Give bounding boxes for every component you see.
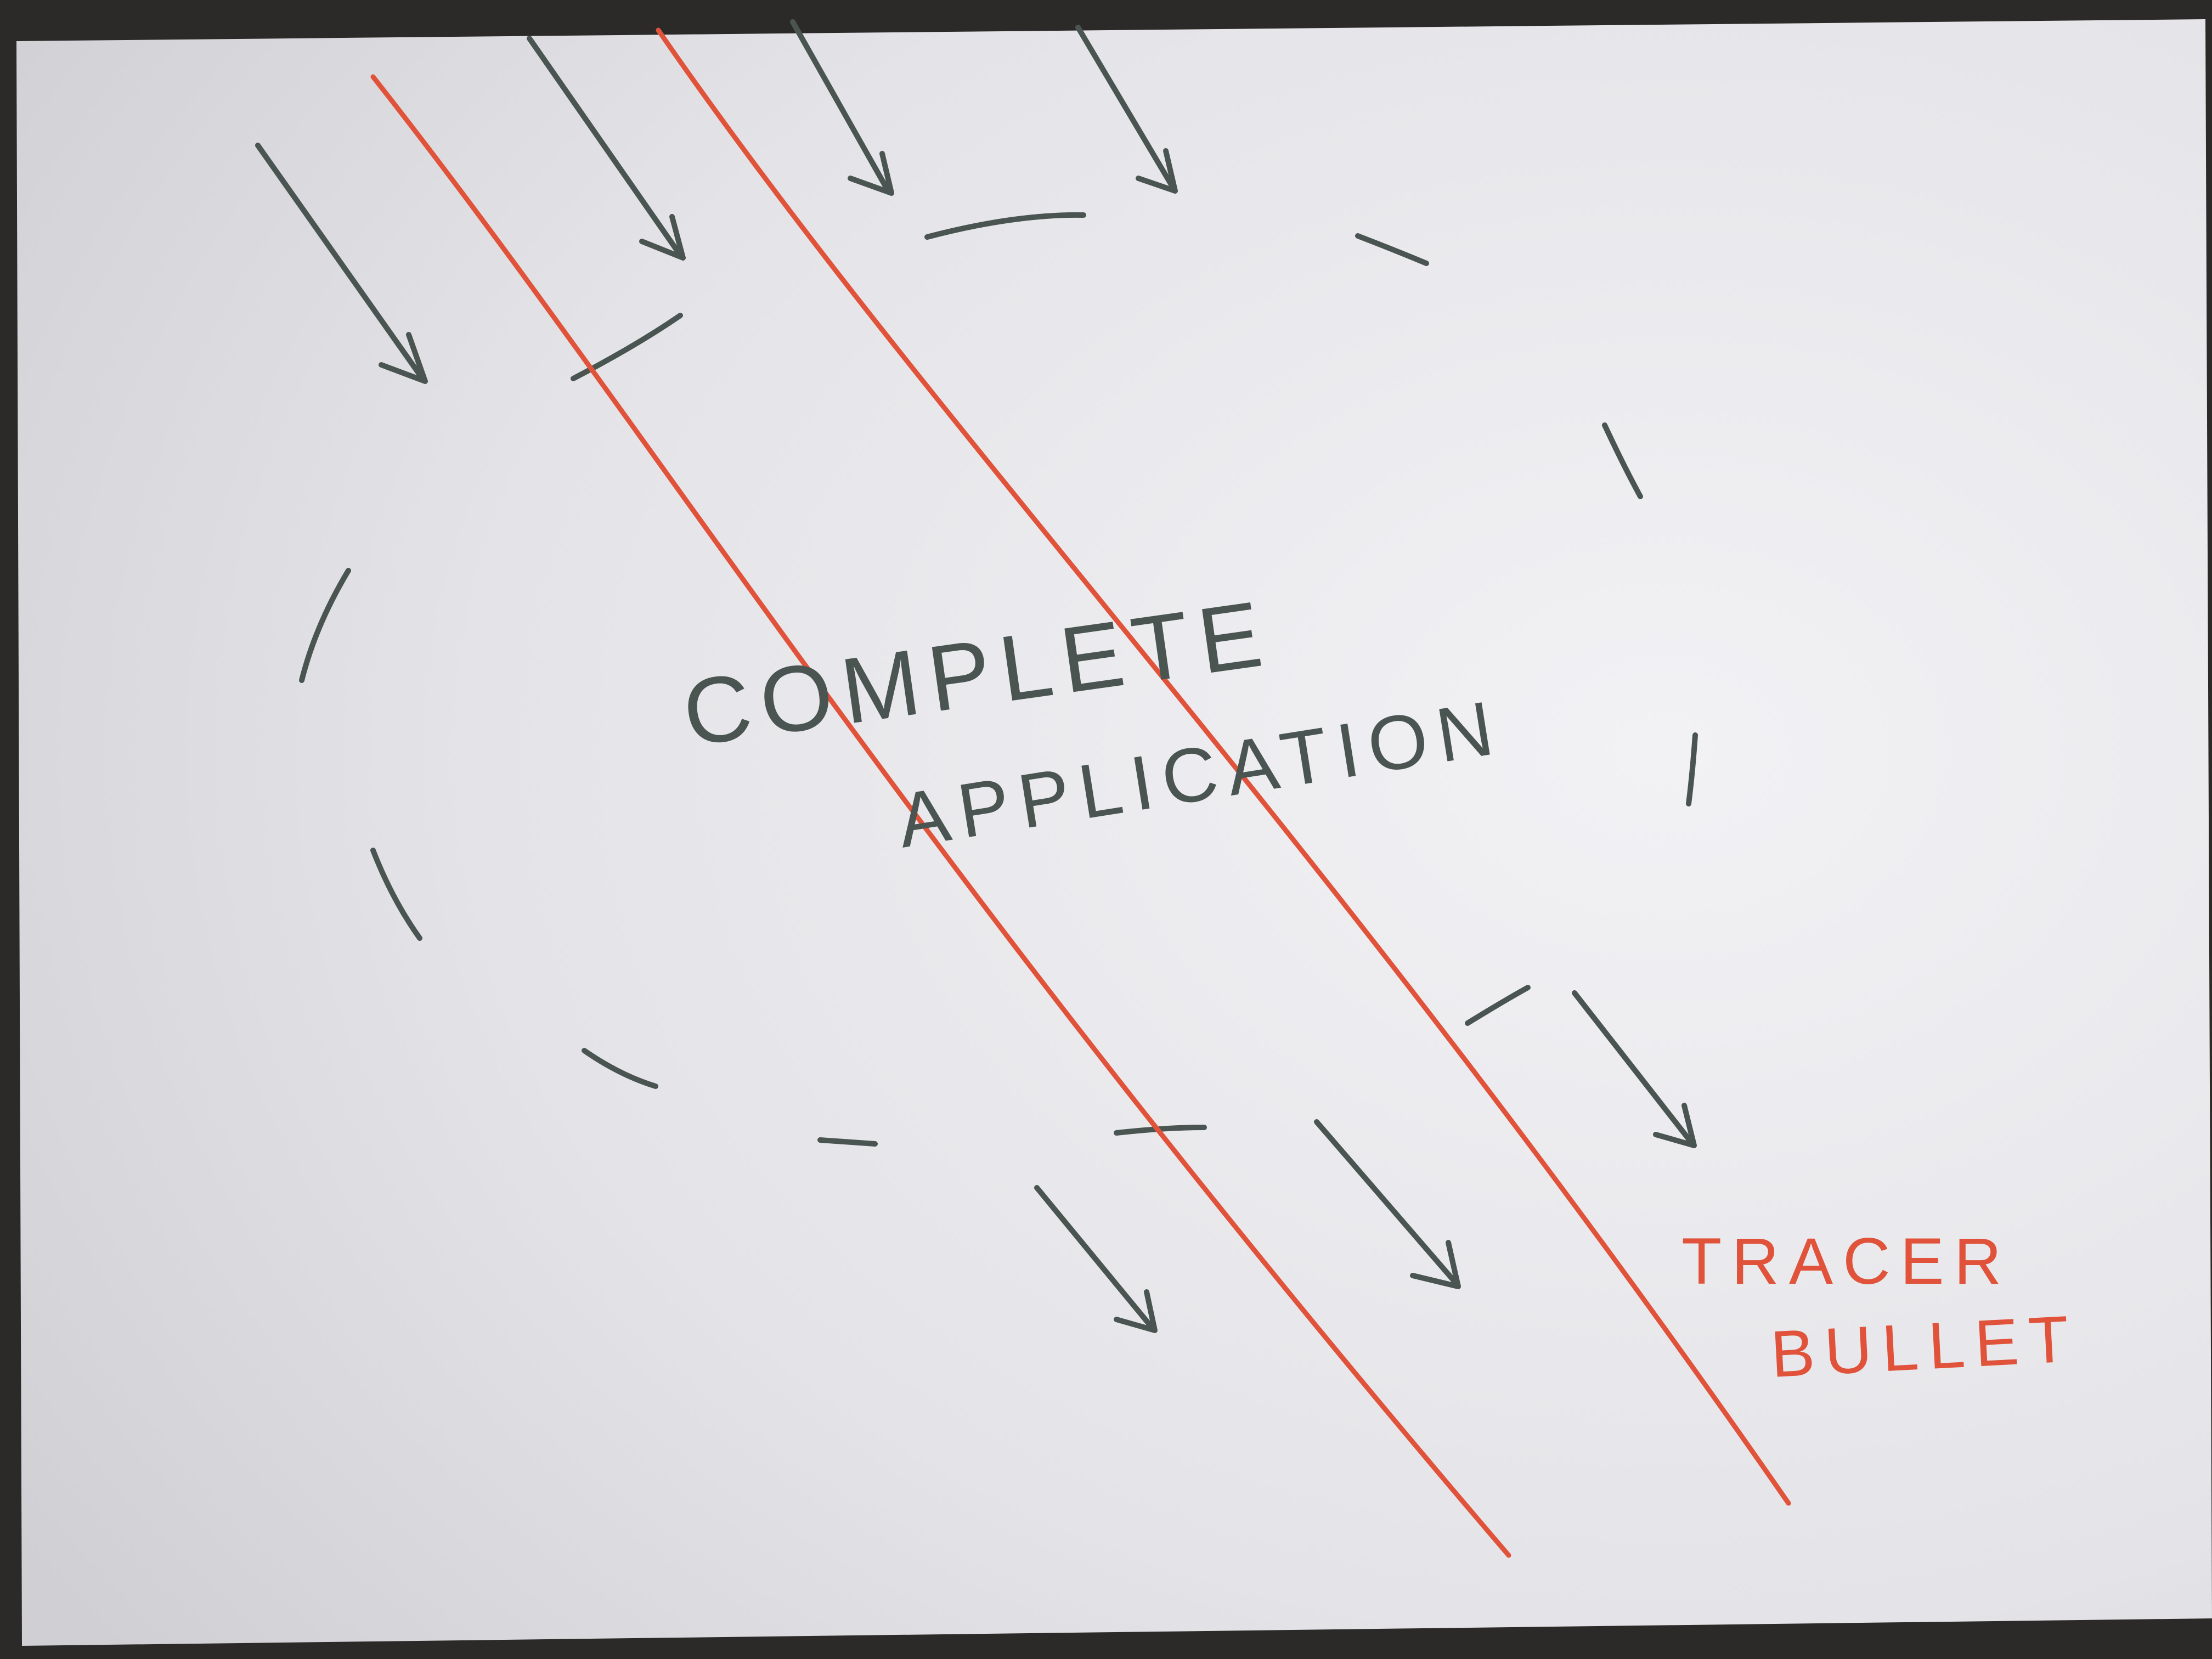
arrow-icon [1034, 1185, 1158, 1333]
side-label-line2: BULLET [1769, 1302, 2080, 1391]
dash-segment [924, 212, 1086, 240]
dash-segment [582, 1048, 658, 1089]
arrow-icon [1572, 990, 1697, 1148]
tracer-line-left [370, 74, 1511, 1558]
dash-segment [817, 1137, 878, 1147]
dash-segment [299, 568, 351, 683]
arrows [255, 19, 1697, 1333]
side-label: TRACER BULLET [1681, 1224, 2080, 1391]
tracer-line-right [656, 27, 1791, 1506]
dash-segment [1114, 1125, 1207, 1136]
dash-segment [1686, 732, 1698, 806]
arrow-icon [527, 36, 686, 261]
dashed-circle [299, 212, 1698, 1147]
arrow-icon [790, 19, 894, 196]
side-label-line1: TRACER [1681, 1224, 2011, 1298]
dash-segment [571, 313, 683, 381]
paper-sheet [16, 19, 2212, 1646]
arrow-icon [1314, 1119, 1461, 1289]
arrow-icon [1075, 25, 1178, 194]
dash-segment [1355, 233, 1429, 266]
dash-segment [1602, 422, 1643, 499]
dash-segment [1465, 985, 1531, 1026]
tracer-bullet-lines [370, 27, 1791, 1558]
arrow-icon [255, 143, 428, 384]
dash-segment [370, 848, 422, 941]
